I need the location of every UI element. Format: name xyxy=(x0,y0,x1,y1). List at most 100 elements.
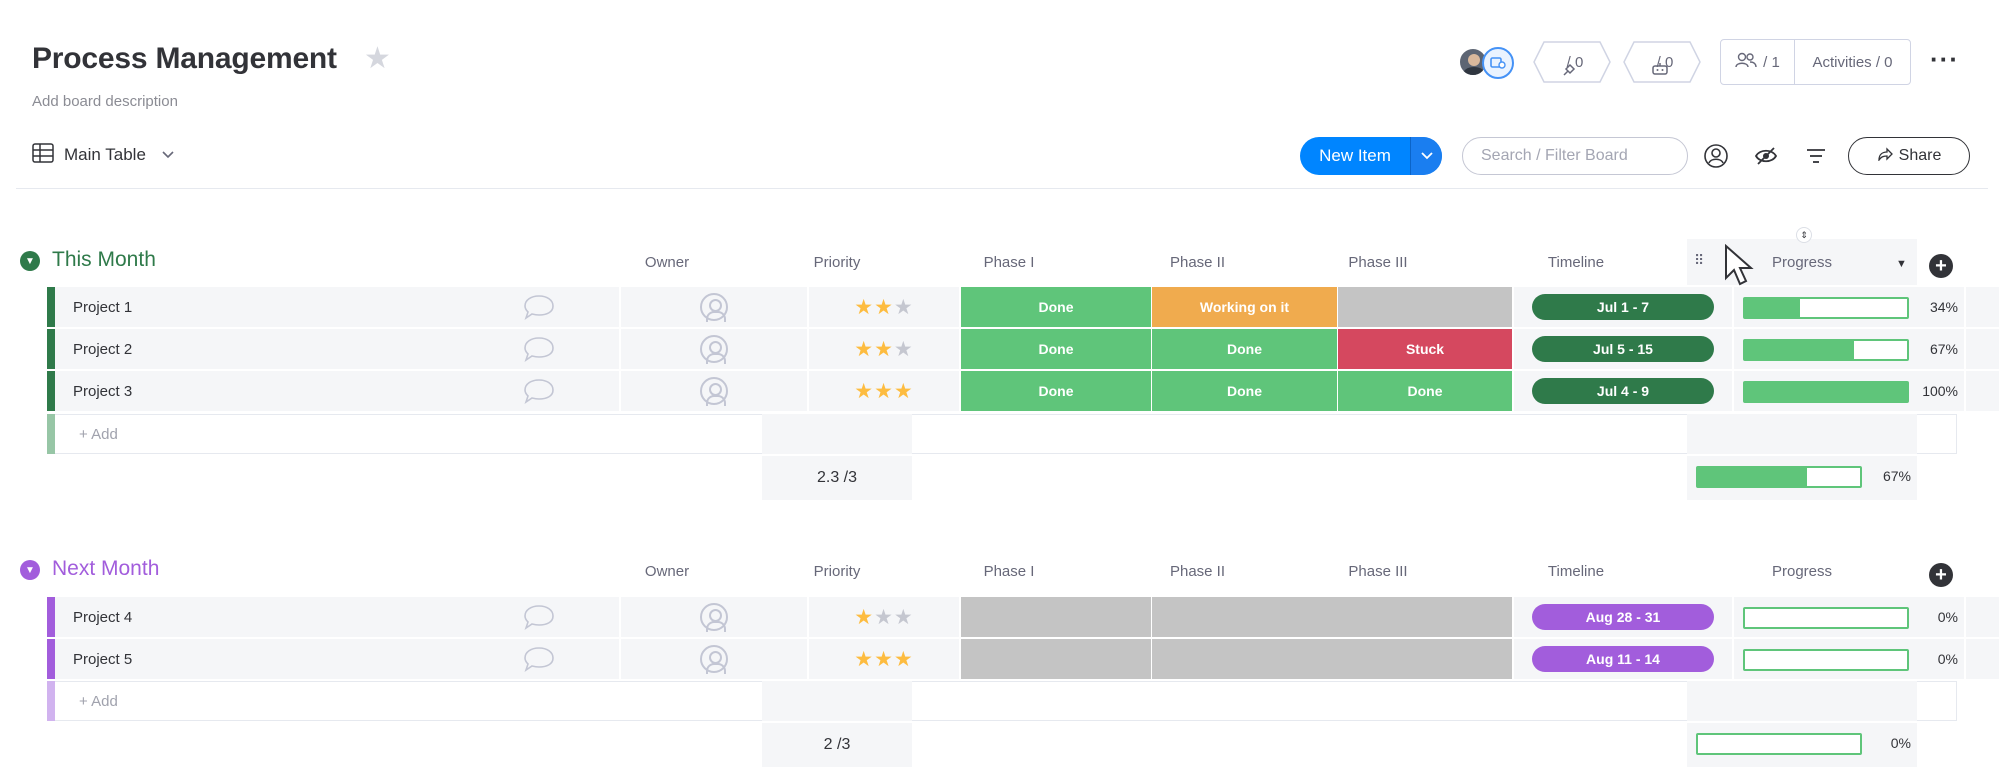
status-cell-phase1[interactable] xyxy=(961,597,1151,637)
share-button[interactable]: Share xyxy=(1848,137,1970,175)
comment-icon[interactable] xyxy=(523,294,555,320)
owner-cell[interactable] xyxy=(621,287,807,327)
table-row[interactable]: Project 1 ★★★ Done Working on it Jul 1 - 7 34… xyxy=(47,287,1999,328)
rating-star-icon[interactable]: ★ xyxy=(893,605,914,629)
column-header-timeline[interactable]: Timeline xyxy=(1547,254,1605,271)
rating-star-icon[interactable]: ★ xyxy=(893,337,914,361)
add-column-icon[interactable]: + xyxy=(1929,254,1953,278)
board-title[interactable]: Process Management xyxy=(32,42,337,75)
item-name[interactable]: Project 4 xyxy=(73,608,133,626)
table-row[interactable]: Project 5 ★★★ Aug 11 - 14 0% xyxy=(47,639,1999,680)
column-header-phase2[interactable]: Phase II xyxy=(1169,563,1226,580)
invite-people-button[interactable]: / 1 xyxy=(1721,40,1795,84)
owner-placeholder-icon[interactable] xyxy=(700,335,728,364)
priority-cell[interactable]: ★★★ xyxy=(809,639,959,679)
add-item-row[interactable]: + Add xyxy=(47,414,1957,454)
rating-stars[interactable]: ★★★ xyxy=(854,647,913,672)
rating-star-icon[interactable]: ★ xyxy=(874,337,894,361)
add-item-input[interactable]: + Add xyxy=(55,681,1957,721)
timeline-pill[interactable]: Jul 1 - 7 xyxy=(1532,294,1714,320)
chevron-down-icon[interactable] xyxy=(162,148,174,162)
rating-star-icon[interactable]: ★ xyxy=(854,647,875,671)
column-header-progress[interactable]: Progress xyxy=(1771,254,1833,271)
add-column-icon[interactable]: + xyxy=(1929,563,1953,587)
status-cell-phase1[interactable] xyxy=(961,639,1151,679)
rating-stars[interactable]: ★★★ xyxy=(854,295,913,320)
comment-icon[interactable] xyxy=(523,336,555,362)
status-cell-phase2[interactable] xyxy=(1152,639,1512,679)
column-resize-handle-icon[interactable]: ⇕ xyxy=(1796,227,1812,243)
owner-placeholder-icon[interactable] xyxy=(700,293,728,322)
search-input[interactable] xyxy=(1462,137,1688,175)
table-row[interactable]: Project 2 ★★★ Done Done Stuck Jul 5 - 15 67% xyxy=(47,329,1999,370)
timeline-cell[interactable]: Jul 1 - 7 xyxy=(1514,287,1732,327)
drag-handle-icon[interactable]: ⠿ xyxy=(1694,252,1704,268)
rating-star-icon[interactable]: ★ xyxy=(874,647,894,671)
rating-stars[interactable]: ★★★ xyxy=(854,337,913,362)
column-header-phase2[interactable]: Phase II xyxy=(1169,254,1226,271)
status-cell-phase3[interactable]: Stuck xyxy=(1338,329,1512,369)
column-header-progress[interactable]: Progress xyxy=(1771,563,1833,580)
column-header-phase3[interactable]: Phase III xyxy=(1348,254,1408,271)
timeline-pill[interactable]: Aug 11 - 14 xyxy=(1532,646,1714,672)
comment-icon[interactable] xyxy=(523,378,555,404)
column-menu-arrow-icon[interactable]: ▼ xyxy=(1896,258,1907,270)
column-header-owner[interactable]: Owner xyxy=(644,254,690,271)
comment-icon[interactable] xyxy=(523,604,555,630)
owner-cell[interactable] xyxy=(621,371,807,411)
status-cell-phase1[interactable]: Done xyxy=(961,371,1151,411)
table-row[interactable]: Project 3 ★★★ Done Done Done Jul 4 - 9 100% xyxy=(47,371,1999,412)
timeline-cell[interactable]: Jul 5 - 15 xyxy=(1514,329,1732,369)
item-name[interactable]: Project 2 xyxy=(73,340,133,358)
rating-star-icon[interactable]: ★ xyxy=(854,337,875,361)
add-item-row[interactable]: + Add xyxy=(47,681,1957,721)
rating-star-icon[interactable]: ★ xyxy=(893,647,914,671)
column-header-timeline[interactable]: Timeline xyxy=(1547,563,1605,580)
priority-cell[interactable]: ★★★ xyxy=(809,329,959,369)
status-cell-phase2[interactable]: Working on it xyxy=(1152,287,1337,327)
activities-button[interactable]: Activities / 0 xyxy=(1812,53,1893,71)
rating-star-icon[interactable]: ★ xyxy=(854,379,875,403)
status-cell-phase1[interactable]: Done xyxy=(961,287,1151,327)
status-cell-phase3[interactable] xyxy=(1338,287,1512,327)
new-item-button[interactable]: New Item xyxy=(1319,146,1391,165)
add-item-input[interactable]: + Add xyxy=(55,414,1957,454)
board-members[interactable] xyxy=(1458,45,1520,79)
integrations-button[interactable]: / 0 xyxy=(1532,40,1612,84)
favorite-star-icon[interactable]: ★ xyxy=(364,42,391,75)
timeline-pill[interactable]: Jul 5 - 15 xyxy=(1532,336,1714,362)
owner-placeholder-icon[interactable] xyxy=(700,645,728,674)
owner-cell[interactable] xyxy=(621,597,807,637)
column-header-priority[interactable]: Priority xyxy=(813,254,861,271)
group-title[interactable]: Next Month xyxy=(52,557,160,580)
owner-cell[interactable] xyxy=(621,639,807,679)
column-header-owner[interactable]: Owner xyxy=(644,563,690,580)
person-filter-icon[interactable] xyxy=(1701,141,1731,171)
column-header-phase3[interactable]: Phase III xyxy=(1348,563,1408,580)
rating-star-icon[interactable]: ★ xyxy=(854,605,875,629)
item-name[interactable]: Project 1 xyxy=(73,298,133,316)
priority-cell[interactable]: ★★★ xyxy=(809,287,959,327)
filter-icon[interactable] xyxy=(1801,141,1831,171)
rating-stars[interactable]: ★★★ xyxy=(854,605,913,630)
tab-main-table[interactable]: Main Table xyxy=(32,140,174,170)
rating-star-icon[interactable]: ★ xyxy=(874,295,894,319)
group-collapse-icon[interactable]: ▼ xyxy=(20,251,40,271)
timeline-cell[interactable]: Jul 4 - 9 xyxy=(1514,371,1732,411)
priority-cell[interactable]: ★★★ xyxy=(809,597,959,637)
column-header-phase1[interactable]: Phase I xyxy=(983,254,1035,271)
item-name[interactable]: Project 5 xyxy=(73,650,133,668)
rating-star-icon[interactable]: ★ xyxy=(874,605,894,629)
group-collapse-icon[interactable]: ▼ xyxy=(20,560,40,580)
more-options-icon[interactable]: ··· xyxy=(1930,44,1959,74)
new-item-dropdown-icon[interactable] xyxy=(1410,137,1442,175)
board-description[interactable]: Add board description xyxy=(32,93,178,110)
item-name[interactable]: Project 3 xyxy=(73,382,133,400)
table-row[interactable]: Project 4 ★★★ Aug 28 - 31 0% xyxy=(47,597,1999,638)
comment-icon[interactable] xyxy=(523,646,555,672)
automations-button[interactable]: / 0 xyxy=(1622,40,1702,84)
status-cell-phase3[interactable]: Done xyxy=(1338,371,1512,411)
status-cell-phase2[interactable]: Done xyxy=(1152,371,1337,411)
owner-placeholder-icon[interactable] xyxy=(700,377,728,406)
rating-star-icon[interactable]: ★ xyxy=(893,379,914,403)
